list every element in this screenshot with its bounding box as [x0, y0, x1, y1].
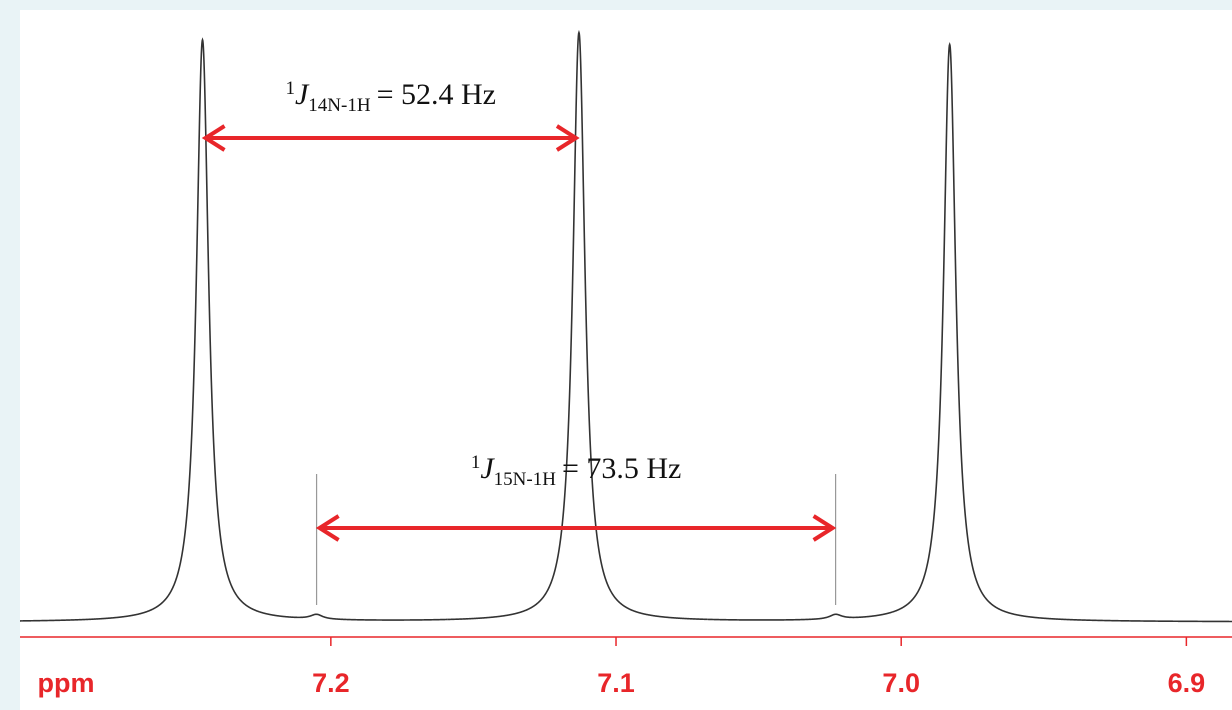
peak	[19, 37, 260, 622]
x-tick-label: 7.2	[312, 668, 350, 698]
plot-background	[20, 10, 1232, 710]
annotation-symbol: J	[480, 452, 495, 485]
peak	[259, 611, 448, 621]
annotation-sub: 15N-1H	[494, 469, 557, 490]
arrow-head	[555, 124, 580, 152]
annotation-symbol: J	[295, 78, 310, 111]
annotation-text: = 73.5 Hz	[562, 452, 681, 485]
x-tick-label: 6.9	[1168, 668, 1206, 698]
annotation-sup: 1	[471, 452, 481, 473]
x-tick-label: 7.0	[882, 668, 920, 698]
arrow-head	[201, 124, 226, 152]
peak	[447, 29, 708, 621]
x-tick-label: 7.1	[597, 668, 635, 698]
annotation: 1J14N-1H = 52.4 Hz	[285, 78, 496, 116]
annotation: 1J15N-1H = 73.5 Hz	[471, 452, 682, 490]
arrow-head	[812, 514, 837, 542]
peak	[707, 611, 893, 621]
annotation-sub: 14N-1H	[308, 95, 371, 116]
peak	[892, 41, 1232, 623]
annotation-text: = 52.4 Hz	[377, 78, 496, 111]
arrow-head	[315, 514, 340, 542]
annotation-sup: 1	[285, 78, 295, 99]
x-axis-label: ppm	[38, 668, 95, 698]
